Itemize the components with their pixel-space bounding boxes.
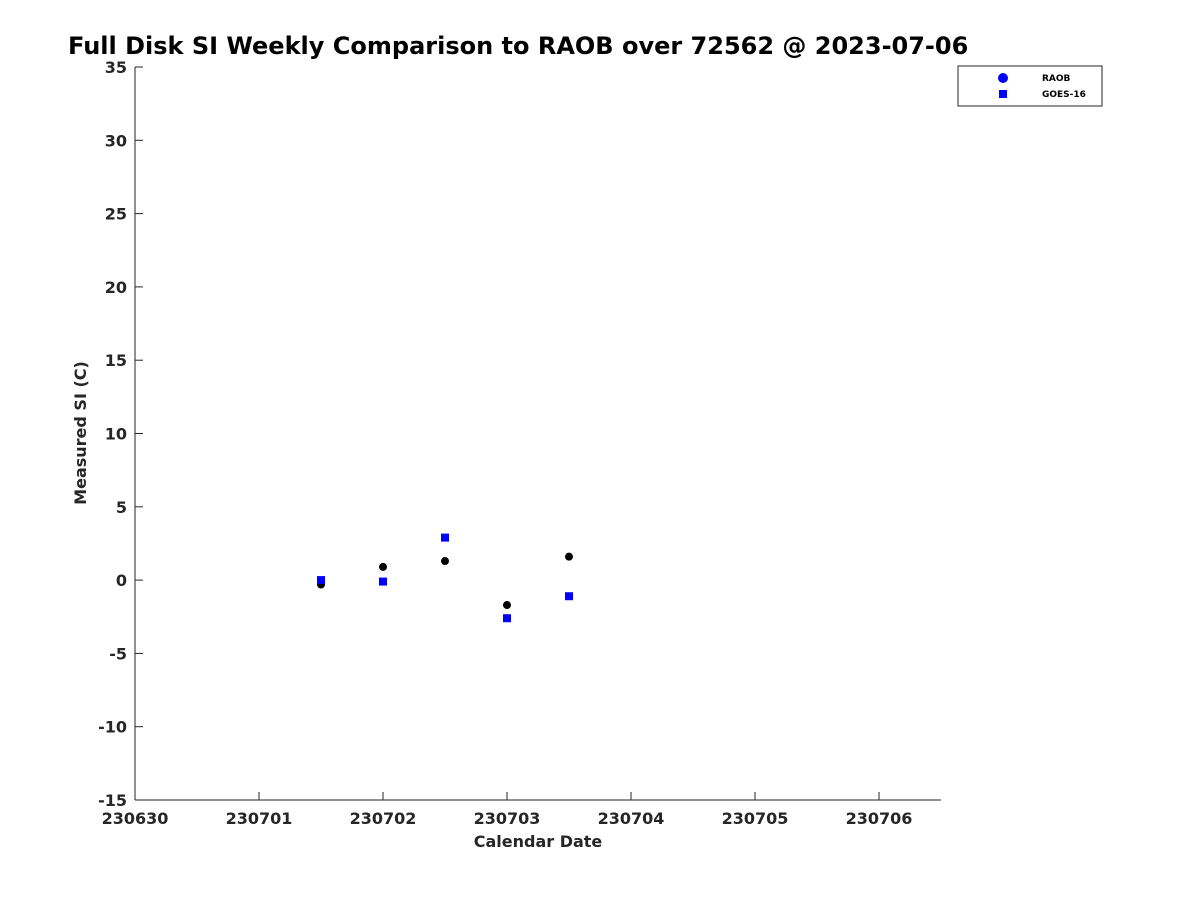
point-goes-16	[379, 577, 387, 586]
y-tick-label: 0	[116, 571, 127, 590]
legend-box	[957, 65, 1103, 107]
y-tick-label: 30	[105, 131, 127, 150]
point-raob	[441, 557, 449, 566]
point-goes-16	[565, 592, 573, 601]
y-tick-label: 25	[105, 205, 127, 224]
y-tick-label: -15	[98, 791, 127, 810]
legend-label-goes-16: GOES-16	[1042, 90, 1086, 100]
x-ticks: 230630 230701 230702 230703 230704 230705 2307…	[102, 792, 913, 828]
y-tick-label: 10	[105, 425, 127, 444]
x-tick-label: 230705	[722, 809, 789, 828]
legend-marker-raob	[998, 73, 1008, 83]
y-tick-label: -5	[109, 644, 127, 663]
point-raob	[379, 562, 387, 571]
y-tick-label: -10	[98, 718, 127, 737]
x-tick-label: 230630	[102, 809, 169, 828]
y-tick-label: 5	[116, 498, 127, 517]
x-tick-label: 230704	[598, 809, 665, 828]
chart-title: Full Disk SI Weekly Comparison to RAOB o…	[68, 32, 968, 60]
y-tick-label: 15	[105, 351, 127, 370]
point-goes-16	[503, 614, 511, 623]
y-axis-label: Measured SI (C)	[71, 361, 90, 505]
point-goes-16	[317, 576, 325, 585]
legend-label-raob: RAOB	[1042, 74, 1071, 84]
point-raob	[565, 552, 573, 561]
y-ticks: 35 30 25 20 15 10 5 0 -5 -10 -15	[98, 58, 143, 810]
x-tick-label: 230702	[350, 809, 417, 828]
legend: RAOB GOES-16	[957, 65, 1103, 107]
x-tick-label: 230706	[846, 809, 913, 828]
point-goes-16	[441, 533, 449, 542]
x-tick-label: 230703	[474, 809, 541, 828]
y-tick-label: 35	[105, 58, 127, 77]
point-raob	[503, 601, 511, 610]
axes	[134, 67, 941, 801]
x-axis-label: Calendar Date	[474, 832, 603, 851]
data-points	[317, 533, 573, 623]
y-tick-label: 20	[105, 278, 127, 297]
legend-marker-goes-16	[999, 90, 1007, 98]
x-tick-label: 230701	[226, 809, 293, 828]
